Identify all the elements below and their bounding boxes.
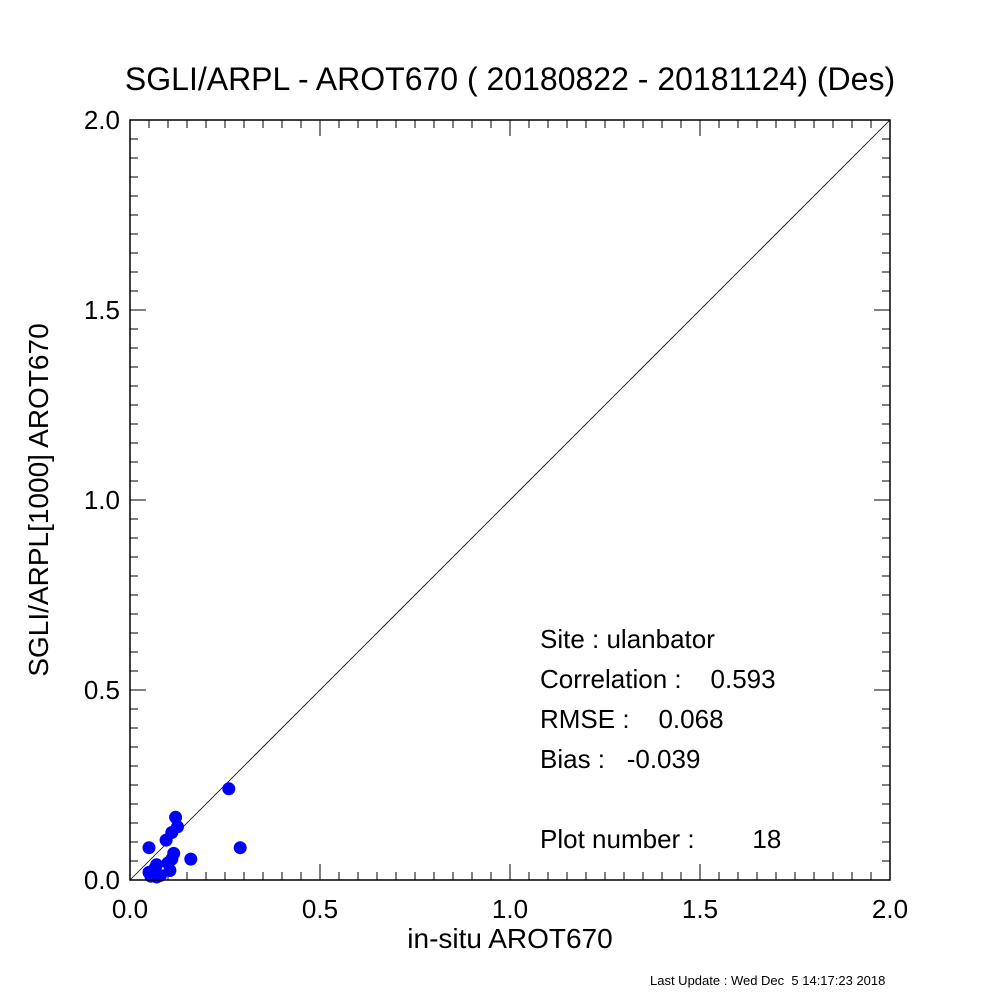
- axes: [129, 119, 891, 881]
- data-points: [142, 782, 247, 884]
- plot-number-label: Plot number : 18: [540, 824, 781, 854]
- data-point: [184, 852, 198, 866]
- chart-title: SGLI/ARPL - AROT670 ( 20180822 - 2018112…: [125, 61, 895, 97]
- x-tick-labels: 0.0 0.5 1.0 1.5 2.0: [112, 894, 908, 924]
- correlation-label: Correlation : 0.593: [540, 664, 776, 694]
- x-tick-label: 2.0: [872, 894, 908, 924]
- x-tick-label: 1.0: [492, 894, 528, 924]
- x-tick-label: 0.5: [302, 894, 338, 924]
- x-tick-label: 0.0: [112, 894, 148, 924]
- x-tick-label: 1.5: [682, 894, 718, 924]
- y-tick-label: 1.0: [84, 485, 120, 515]
- x-axis-label: in-situ AROT670: [407, 923, 612, 954]
- rmse-label: RMSE : 0.068: [540, 704, 724, 734]
- plot-frame: [129, 119, 891, 881]
- data-point: [233, 841, 247, 855]
- site-label: Site : ulanbator: [540, 624, 715, 654]
- data-point: [222, 782, 236, 796]
- y-tick-label: 2.0: [84, 105, 120, 135]
- y-tick-label: 0.0: [84, 865, 120, 895]
- data-point: [153, 868, 167, 882]
- y-tick-labels: 0.0 0.5 1.0 1.5 2.0: [84, 105, 120, 895]
- y-tick-label: 0.5: [84, 675, 120, 705]
- y-axis-label: SGLI/ARPL[1000] AROT670: [23, 323, 54, 676]
- y-tick-label: 1.5: [84, 295, 120, 325]
- data-point: [159, 833, 173, 847]
- data-point: [142, 841, 156, 855]
- one-to-one-line: [129, 119, 891, 881]
- stats-annotation: Site : ulanbator Correlation : 0.593 RMS…: [540, 624, 781, 854]
- bias-label: Bias : -0.039: [540, 744, 700, 774]
- last-update-footer: Last Update : Wed Dec 5 14:17:23 2018: [650, 973, 885, 988]
